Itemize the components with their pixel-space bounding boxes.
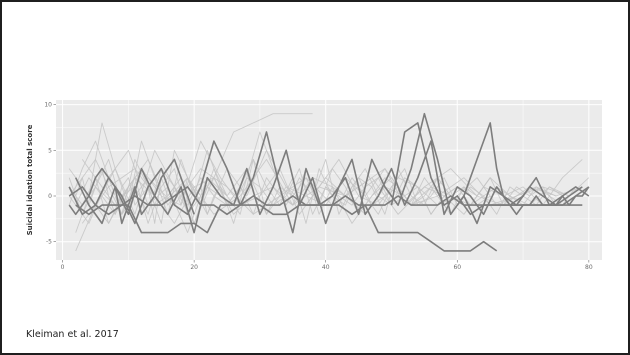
chart: 0 20 40 60 80 -5 0 5 10 Suicidal ideation total s…	[22, 96, 606, 274]
series-line-light	[68, 168, 452, 224]
y-tick-label: -5	[46, 239, 52, 246]
x-tick-label: 80	[585, 264, 593, 271]
y-axis-title: Suicidal ideation total score	[26, 124, 34, 235]
series-line-highlight	[68, 112, 583, 234]
series-line-highlight	[68, 158, 195, 225]
chart-svg: 0 20 40 60 80 -5 0 5 10 Suicidal ideation total s…	[26, 100, 602, 271]
citation: Kleiman et al. 2017	[26, 329, 119, 340]
x-tick-label: 20	[190, 264, 198, 271]
y-tick-label: 5	[48, 147, 52, 154]
y-tick-label: 0	[48, 193, 52, 200]
series-line-highlight	[75, 204, 498, 252]
series-line-light	[81, 158, 583, 224]
x-tick-label: 40	[322, 264, 330, 271]
x-tick-label: 0	[61, 264, 65, 271]
series-line-highlight	[456, 122, 590, 216]
y-tick-label: 10	[44, 102, 52, 109]
x-tick-label: 60	[453, 264, 461, 271]
